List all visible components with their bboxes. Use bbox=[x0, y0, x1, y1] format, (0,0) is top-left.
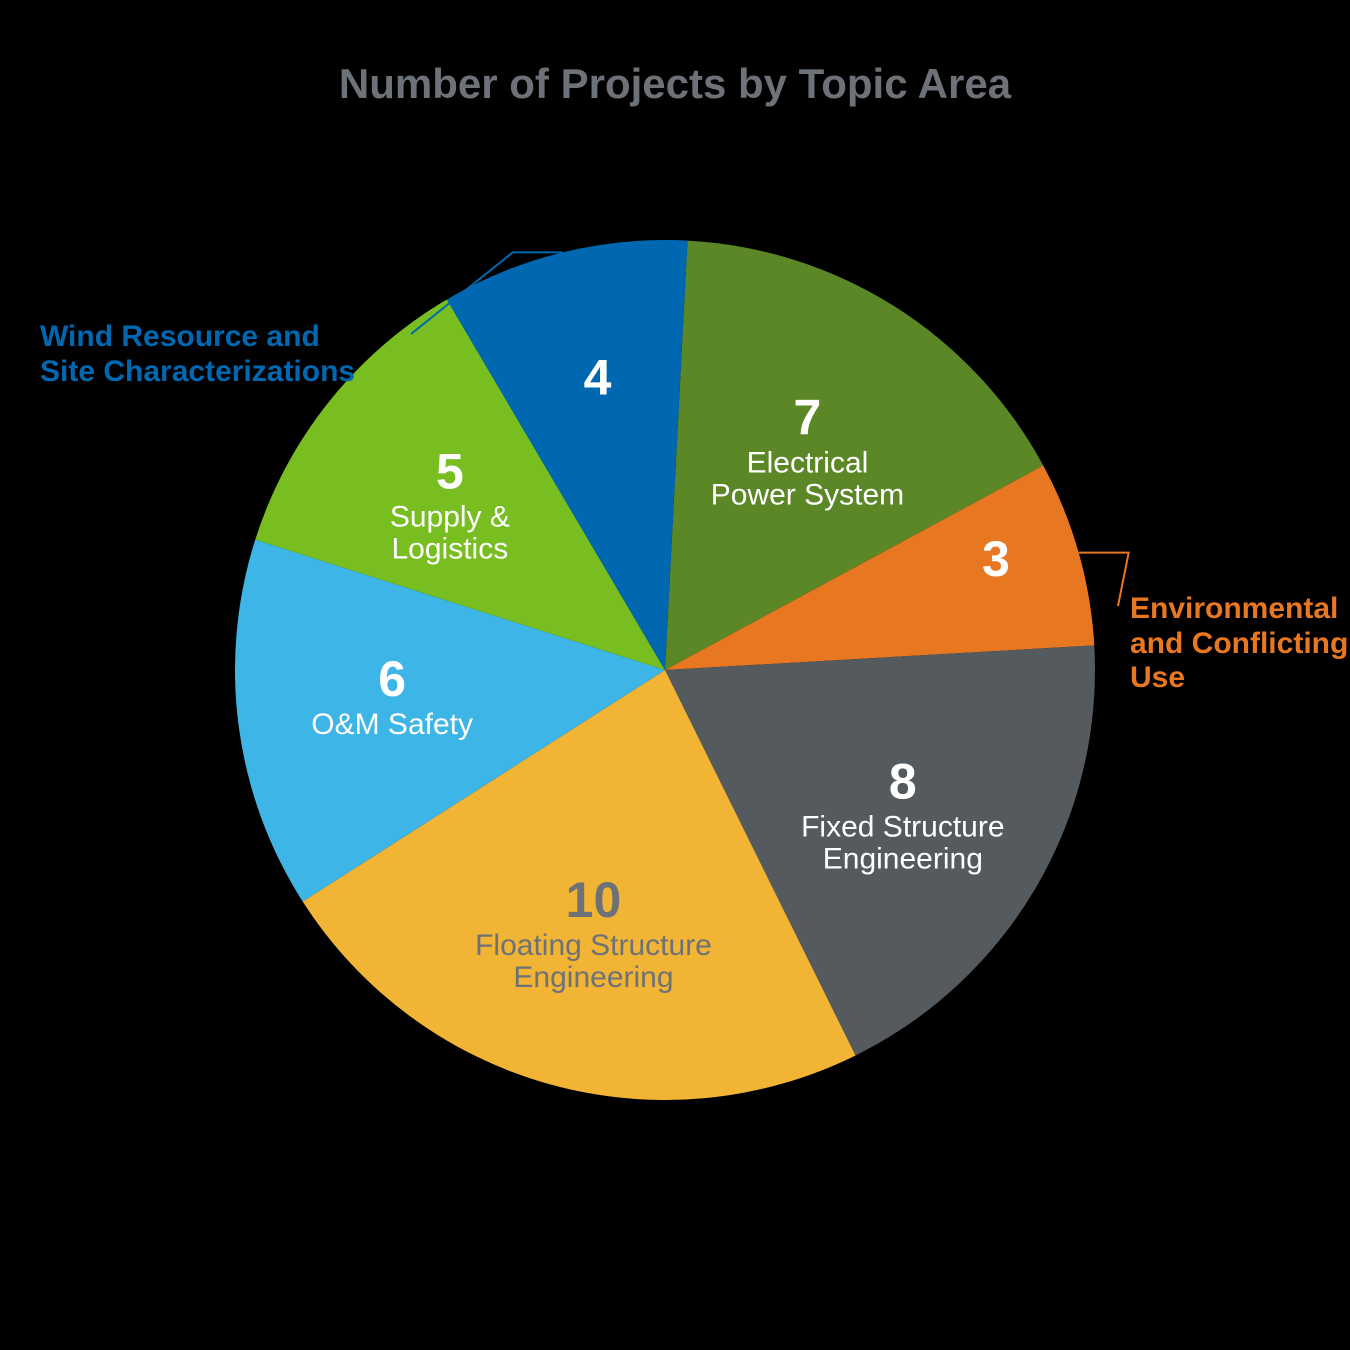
callout-label-line: Environmental bbox=[1130, 592, 1348, 627]
callout-label-line: Use bbox=[1130, 661, 1348, 696]
chart-title: Number of Projects by Topic Area bbox=[0, 60, 1350, 108]
callout-label-line: and Conflicting bbox=[1130, 627, 1348, 662]
callout-label-line: Site Characterizations bbox=[40, 355, 355, 390]
callout-label: Environmentaland ConflictingUse bbox=[1130, 592, 1348, 696]
callout-label: Wind Resource andSite Characterizations bbox=[40, 320, 355, 389]
callout-label-line: Wind Resource and bbox=[40, 320, 355, 355]
